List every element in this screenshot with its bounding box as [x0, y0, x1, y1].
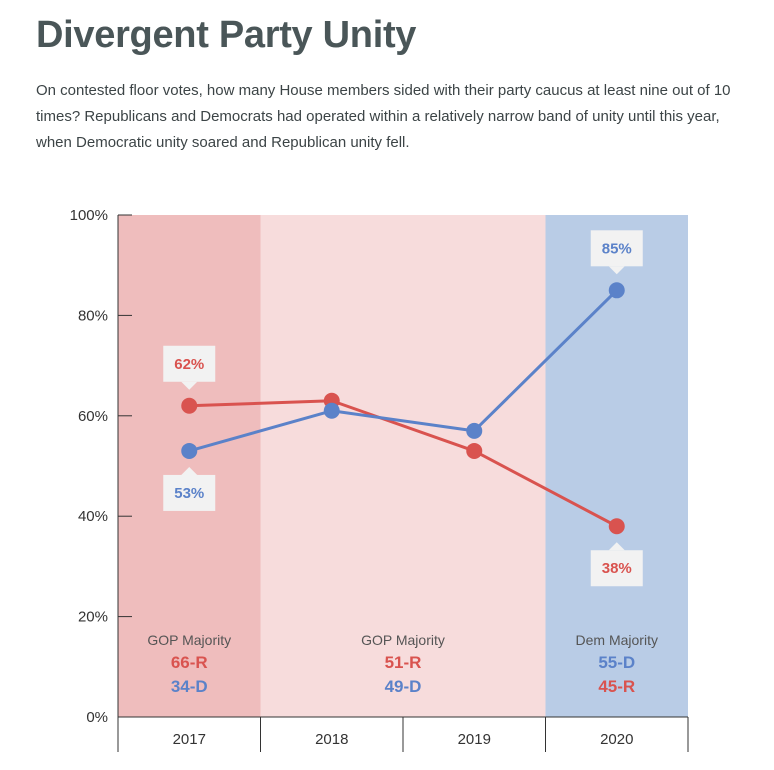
- callout-label: 85%: [602, 240, 632, 257]
- callout-pointer: [608, 266, 625, 275]
- x-category-label: 2018: [315, 731, 348, 748]
- democrat-line: [188, 289, 618, 453]
- democrat-point: [608, 282, 625, 299]
- majority-label: Dem Majority: [576, 632, 658, 648]
- value-callout: 53%: [163, 466, 216, 511]
- majority-annotations: GOP Majority 66-R 34-D GOP Majority 51-R 49-D…: [147, 632, 658, 696]
- value-callout: 85%: [590, 230, 643, 275]
- democrat-point: [323, 402, 340, 419]
- chart-axes: 0% 20% 40% 60% 80% 100% 2017 2018 2019 2020: [70, 207, 689, 752]
- seat-count-democrat: 55-D: [598, 653, 635, 672]
- chart-subtitle: On contested floor votes, how many House…: [36, 82, 731, 151]
- majority-band-2: [545, 215, 688, 717]
- democrat-point: [181, 442, 198, 459]
- majority-bands: [118, 215, 688, 717]
- callout-label: 38%: [602, 560, 632, 577]
- majority-band-0: [118, 215, 261, 717]
- callout-box: [590, 230, 643, 267]
- callout-box: [163, 474, 216, 511]
- callout-box: [590, 550, 643, 587]
- y-tick-label: 20%: [78, 609, 108, 626]
- x-category-label: 2020: [600, 731, 633, 748]
- y-tick-label: 60%: [78, 408, 108, 425]
- seat-count-democrat: 49-D: [385, 677, 422, 696]
- x-category-label: 2019: [458, 731, 491, 748]
- y-tick-label: 40%: [78, 508, 108, 525]
- series-points: [181, 282, 625, 535]
- callout-pointer: [608, 542, 625, 551]
- y-tick-label: 0%: [86, 709, 108, 726]
- republican-point: [181, 397, 198, 414]
- callout-label: 53%: [174, 485, 204, 502]
- callout-pointer: [181, 466, 198, 475]
- value-callout: 38%: [590, 542, 643, 587]
- y-tick-label: 80%: [78, 307, 108, 324]
- democrat-point: [466, 422, 483, 439]
- seat-count-republican: 51-R: [385, 653, 422, 672]
- seat-count-republican: 66-R: [171, 653, 208, 672]
- page-title: Divergent Party Unity: [36, 14, 417, 56]
- majority-label: GOP Majority: [147, 632, 231, 648]
- republican-point: [466, 442, 483, 459]
- majority-label: GOP Majority: [361, 632, 445, 648]
- value-callouts: 62% 53% 85% 38%: [163, 230, 643, 587]
- y-tick-label: 100%: [70, 207, 108, 224]
- seat-count-democrat: 34-D: [171, 677, 208, 696]
- callout-box: [163, 345, 216, 382]
- value-callout: 62%: [163, 345, 216, 390]
- callout-label: 62%: [174, 356, 204, 373]
- callout-pointer: [181, 381, 198, 390]
- seat-count-republican: 45-R: [598, 677, 635, 696]
- republican-line: [189, 399, 618, 528]
- series-lines: [188, 289, 618, 528]
- republican-point: [608, 518, 625, 535]
- majority-band-1: [260, 215, 546, 717]
- x-category-label: 2017: [173, 731, 206, 748]
